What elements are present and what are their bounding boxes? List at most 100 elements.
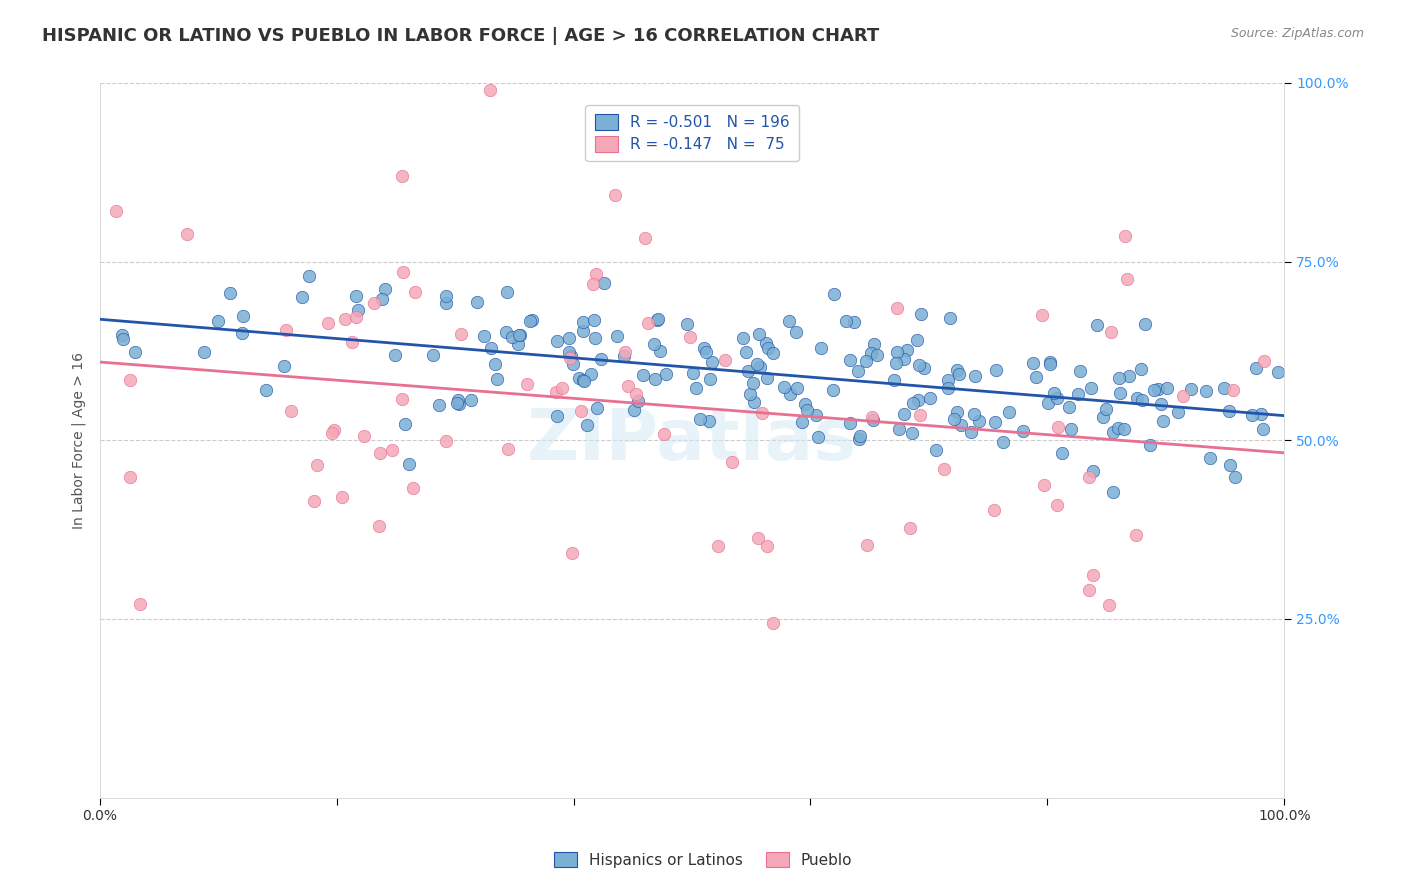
- Hispanics or Latinos: [1130, 361, 1153, 376]
- Hispanics or Latinos: [859, 346, 882, 360]
- Pueblo: [496, 442, 519, 457]
- Hispanics or Latinos: [886, 345, 908, 359]
- Hispanics or Latinos: [427, 398, 450, 412]
- Hispanics or Latinos: [893, 408, 915, 422]
- Hispanics or Latinos: [1195, 384, 1218, 398]
- Hispanics or Latinos: [773, 380, 796, 394]
- Hispanics or Latinos: [939, 311, 962, 326]
- Pueblo: [751, 406, 773, 420]
- Hispanics or Latinos: [394, 417, 416, 431]
- Pueblo: [346, 310, 368, 325]
- Hispanics or Latinos: [733, 331, 755, 345]
- Hispanics or Latinos: [472, 329, 495, 343]
- Pueblo: [280, 404, 302, 418]
- Text: Source: ZipAtlas.com: Source: ZipAtlas.com: [1230, 27, 1364, 40]
- Hispanics or Latinos: [862, 412, 884, 426]
- Hispanics or Latinos: [946, 363, 969, 377]
- Hispanics or Latinos: [484, 357, 506, 371]
- Pueblo: [368, 519, 391, 533]
- Pueblo: [391, 169, 413, 183]
- Hispanics or Latinos: [886, 356, 908, 370]
- Pueblo: [1032, 478, 1054, 492]
- Hispanics or Latinos: [699, 414, 721, 428]
- Hispanics or Latinos: [218, 285, 240, 300]
- Hispanics or Latinos: [846, 364, 869, 378]
- Hispanics or Latinos: [613, 349, 636, 363]
- Hispanics or Latinos: [738, 387, 761, 401]
- Hispanics or Latinos: [546, 409, 568, 423]
- Hispanics or Latinos: [883, 373, 905, 387]
- Hispanics or Latinos: [967, 414, 990, 428]
- Hispanics or Latinos: [778, 313, 800, 327]
- Hispanics or Latinos: [889, 422, 911, 436]
- Hispanics or Latinos: [918, 391, 941, 405]
- Hispanics or Latinos: [644, 337, 666, 351]
- Pueblo: [335, 311, 357, 326]
- Hispanics or Latinos: [756, 341, 779, 355]
- Hispanics or Latinos: [1114, 422, 1136, 436]
- Hispanics or Latinos: [700, 355, 723, 369]
- Hispanics or Latinos: [1139, 438, 1161, 452]
- Hispanics or Latinos: [112, 332, 135, 346]
- Pueblo: [637, 316, 659, 330]
- Hispanics or Latinos: [950, 418, 973, 433]
- Hispanics or Latinos: [347, 303, 370, 318]
- Hispanics or Latinos: [486, 372, 509, 386]
- Hispanics or Latinos: [1213, 381, 1236, 395]
- Pueblo: [304, 494, 326, 508]
- Pueblo: [120, 470, 142, 484]
- Hispanics or Latinos: [912, 361, 935, 376]
- Hispanics or Latinos: [446, 395, 468, 409]
- Hispanics or Latinos: [1080, 381, 1102, 395]
- Hispanics or Latinos: [959, 425, 981, 440]
- Hispanics or Latinos: [547, 334, 569, 348]
- Pueblo: [1173, 389, 1195, 403]
- Hispanics or Latinos: [676, 317, 699, 331]
- Hispanics or Latinos: [231, 326, 253, 340]
- Hispanics or Latinos: [1240, 408, 1263, 422]
- Hispanics or Latinos: [1045, 392, 1067, 406]
- Hispanics or Latinos: [804, 409, 827, 423]
- Hispanics or Latinos: [1036, 396, 1059, 410]
- Hispanics or Latinos: [647, 312, 669, 326]
- Hispanics or Latinos: [737, 363, 759, 377]
- Pueblo: [340, 335, 363, 350]
- Hispanics or Latinos: [685, 381, 707, 395]
- Pueblo: [363, 295, 385, 310]
- Hispanics or Latinos: [495, 326, 517, 340]
- Hispanics or Latinos: [965, 369, 987, 384]
- Hispanics or Latinos: [682, 366, 704, 380]
- Hispanics or Latinos: [785, 325, 807, 339]
- Hispanics or Latinos: [496, 285, 519, 300]
- Hispanics or Latinos: [1059, 401, 1081, 415]
- Hispanics or Latinos: [579, 368, 602, 382]
- Hispanics or Latinos: [572, 315, 595, 329]
- Hispanics or Latinos: [1244, 361, 1267, 376]
- Pueblo: [983, 503, 1005, 517]
- Hispanics or Latinos: [1152, 414, 1174, 428]
- Hispanics or Latinos: [762, 346, 785, 360]
- Y-axis label: In Labor Force | Age > 16: In Labor Force | Age > 16: [72, 351, 86, 529]
- Pueblo: [560, 546, 582, 560]
- Pueblo: [516, 376, 538, 391]
- Hispanics or Latinos: [790, 415, 813, 429]
- Hispanics or Latinos: [1250, 407, 1272, 421]
- Pueblo: [1046, 498, 1069, 512]
- Hispanics or Latinos: [893, 351, 915, 366]
- Pueblo: [402, 481, 425, 495]
- Hispanics or Latinos: [1223, 470, 1246, 484]
- Pueblo: [1081, 568, 1104, 582]
- Pueblo: [321, 426, 343, 441]
- Hispanics or Latinos: [838, 352, 860, 367]
- Pueblo: [582, 277, 605, 292]
- Pueblo: [585, 268, 607, 282]
- Hispanics or Latinos: [447, 397, 470, 411]
- Pueblo: [551, 381, 574, 395]
- Pueblo: [391, 392, 413, 406]
- Legend: Hispanics or Latinos, Pueblo: Hispanics or Latinos, Pueblo: [546, 844, 860, 875]
- Hispanics or Latinos: [1109, 385, 1132, 400]
- Hispanics or Latinos: [1218, 403, 1240, 417]
- Pueblo: [932, 461, 955, 475]
- Pueblo: [755, 540, 778, 554]
- Hispanics or Latinos: [835, 314, 858, 328]
